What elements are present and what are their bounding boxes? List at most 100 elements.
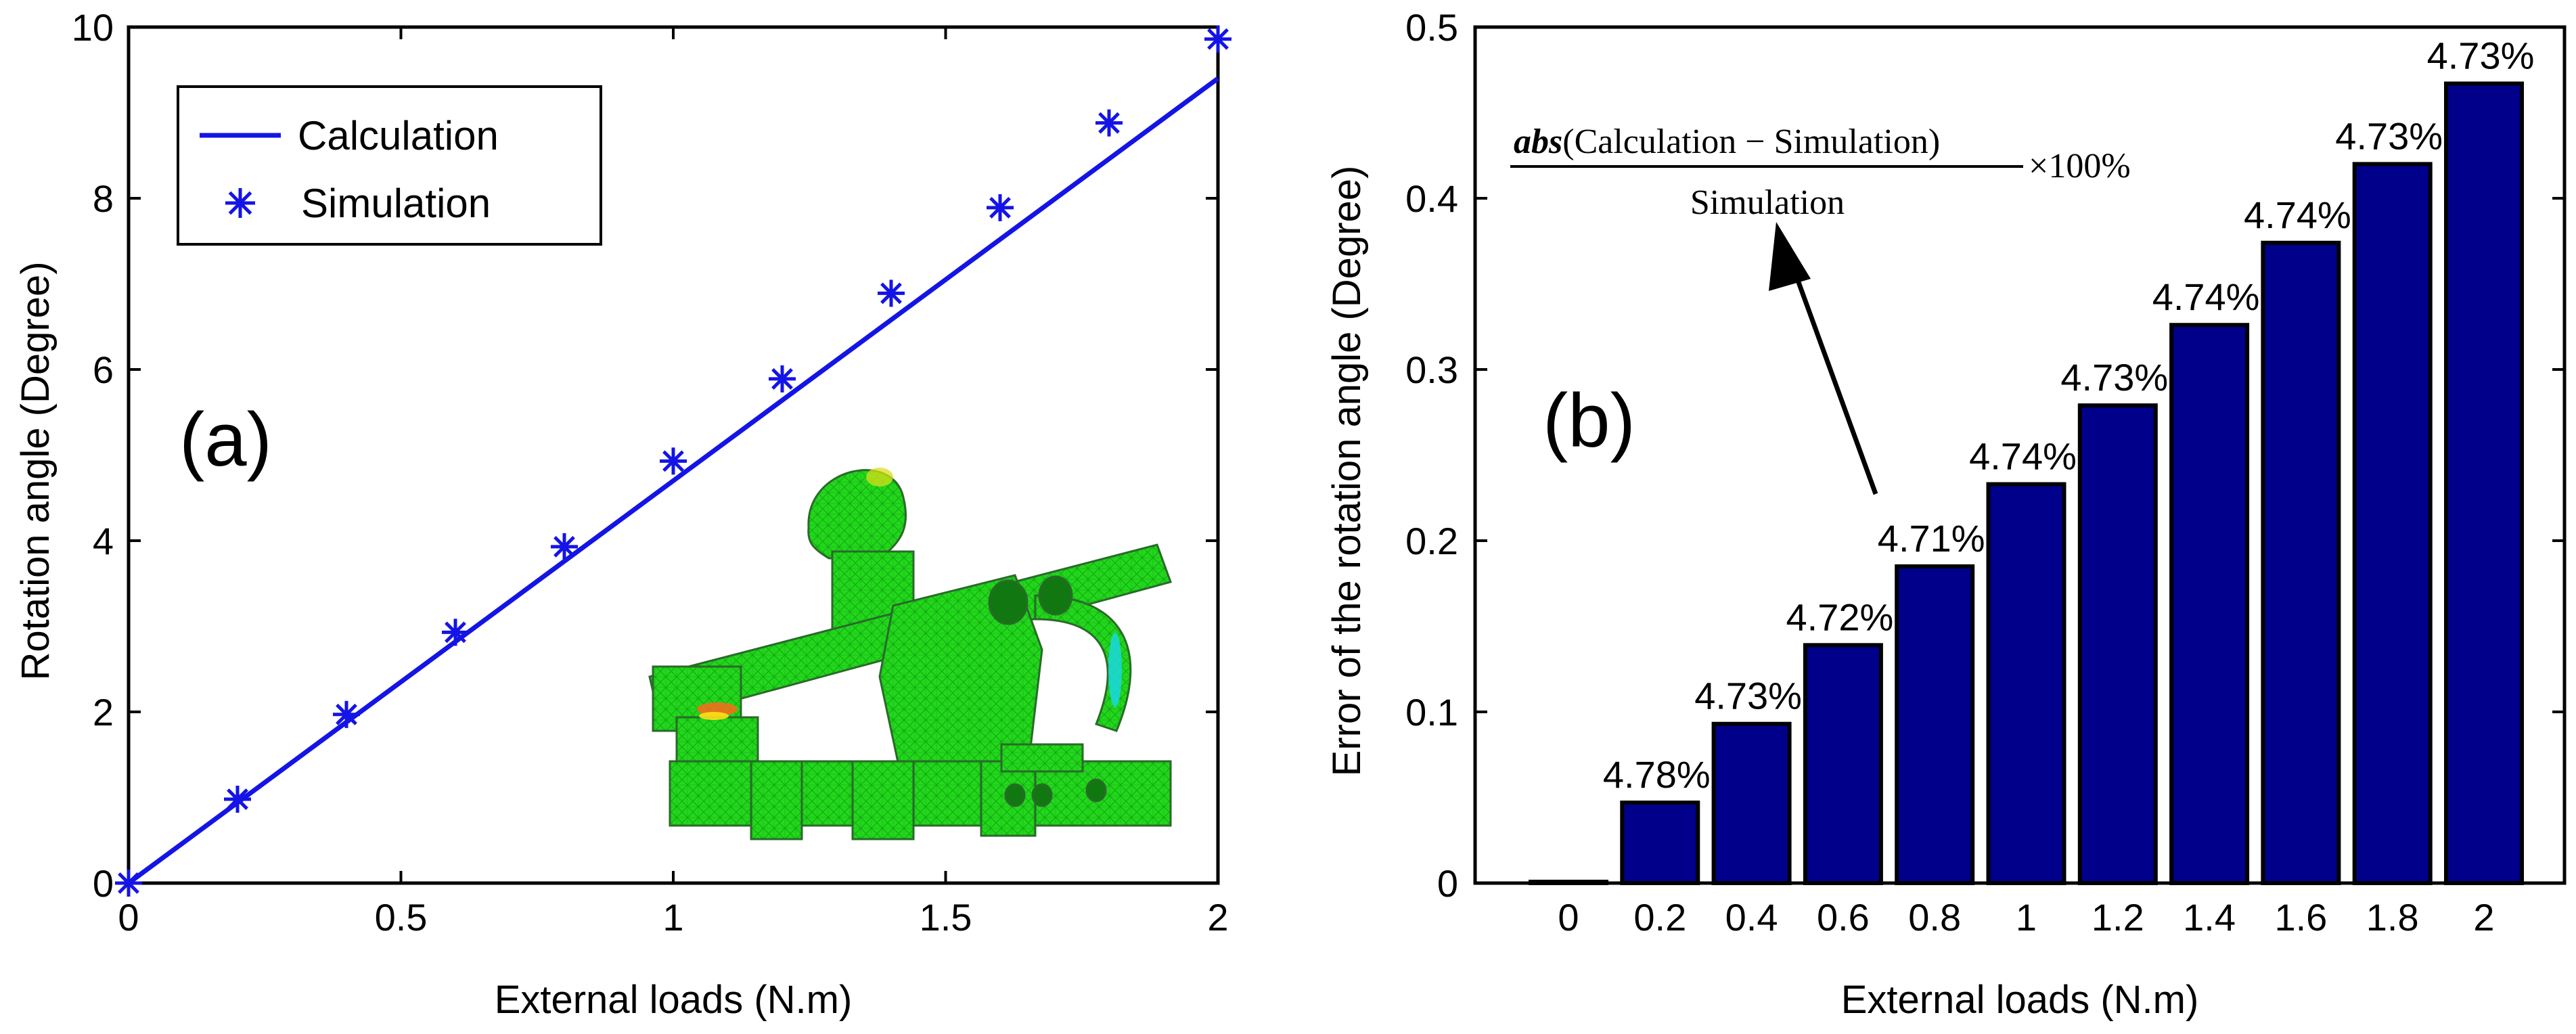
chart-b-x-tick-label: 2 [2473,896,2494,939]
formula-numerator-text: (Calculation − Simulation) [1562,122,1940,161]
chart-b-panel-label: (b) [1543,378,1635,463]
bar-data-label: 4.74% [1969,435,2077,478]
chart-b: Error of the rotation angle (Degree) Ext… [1325,6,2567,1022]
chart-a-y-axis-label: Rotation angle (Degree) [14,261,58,680]
chart-b-x-tick-label: 1.8 [2366,896,2419,939]
chart-a-legend: Calculation Simulation [177,85,602,246]
chart-b-x-tick-label: 1.6 [2274,896,2327,939]
chart-a: Rotation angle (Degree) External loads (… [14,6,1231,1022]
bar-data-label: 4.71% [1878,517,1985,560]
chart-b-y-tick-label: 0.1 [1405,691,1458,734]
legend-simulation-label: Simulation [301,181,491,226]
simulation-point [987,194,1014,221]
formula-arrow-line [1790,266,1878,495]
simulation-point [115,870,142,897]
chart-b-y-tick-label: 0.4 [1405,177,1458,220]
chart-b-y-tick-label: 0.3 [1405,349,1458,391]
chart-a-y-tick-label: 2 [93,691,114,734]
formula-denominator: Simulation [1690,183,1845,222]
simulation-point [442,619,469,646]
bar [2169,323,2250,886]
simulation-point-stroke [1098,112,1120,134]
chart-b-x-tick-label: 1.4 [2183,896,2236,939]
formula-suffix: ×100% [2029,147,2131,185]
chart-b-bars [1529,81,2524,886]
bar-data-label: 4.74% [2244,194,2351,236]
chart-b-x-tick-label: 0.4 [1725,896,1778,939]
simulation-point-stroke [771,368,793,390]
error-formula-annotation: abs(Calculation − Simulation) Simulation… [1510,122,2131,495]
chart-a-x-tick-label: 0.5 [375,896,428,939]
simulation-point [1204,25,1231,53]
simulation-point [769,365,796,392]
bar [1803,643,1883,886]
chart-b-tick-labels: 0 0.2 0.4 0.6 0.8 1 1.2 1.4 1.6 1.8 2 0 0.1 0.2 0.3 0.4… [1405,6,2494,939]
chart-b-y-tick-label: 0.2 [1405,520,1458,562]
bar [1986,482,2066,885]
simulation-point-stroke [553,535,575,558]
chart-a-plot-area [127,25,1220,885]
chart-b-x-axis-label: External loads (N.m) [1841,978,2199,1022]
bar [2352,162,2433,885]
formula-abs: abs [1514,122,1562,161]
chart-b-y-axis-label: Error of the rotation angle (Degree) [1325,166,1369,777]
bar-data-label: 4.73% [2335,114,2443,157]
bar-data-label: 4.73% [2427,34,2535,76]
simulation-point-stroke [445,621,466,644]
bar [1711,721,1792,885]
bar-data-label: 4.78% [1603,753,1711,796]
simulation-point [551,533,578,560]
chart-a-y-tick-label: 6 [93,349,114,391]
legend-simulation-marker [225,188,255,218]
simulation-point-stroke [227,788,248,810]
chart-a-y-tick-label: 8 [93,177,114,220]
chart-b-data-labels: 4.78% 4.73% 4.72% 4.71% 4.74% 4.73% 4.74% 4.74%… [1603,34,2534,796]
legend-calculation-label: Calculation [298,113,499,158]
chart-b-x-tick-label: 0 [1558,896,1579,939]
simulation-point [1095,109,1123,137]
formula-numerator: abs(Calculation − Simulation) [1514,122,1940,161]
simulation-point [333,700,360,728]
calculation-line [127,76,1220,885]
simulation-point-stroke [336,703,357,725]
bar-data-label: 4.74% [2152,275,2260,318]
bar-data-label: 4.73% [1694,675,1802,717]
bar [2261,240,2341,885]
simulation-point [878,279,905,307]
chart-a-series [115,25,1231,897]
chart-a-x-tick-label: 0 [118,896,139,939]
chart-b-x-tick-label: 0.8 [1908,896,1961,939]
chart-a-x-tick-label: 1.5 [920,896,972,939]
simulation-point [660,447,687,475]
chart-b-plot-area [1473,25,2567,885]
simulation-point-stroke [662,450,684,472]
fem-mesh-inset [648,468,1172,840]
bar [1620,801,1700,885]
simulation-point-stroke [880,282,902,305]
legend-simulation-star-stroke [228,191,252,215]
bar-data-label: 4.73% [2060,356,2168,399]
bar [1895,564,1975,885]
bar [2444,81,2524,886]
bar [2077,403,2158,885]
chart-a-y-tick-label: 10 [72,6,114,49]
chart-a-x-axis-label: External loads (N.m) [495,978,853,1022]
chart-b-x-tick-label: 0.2 [1633,896,1686,939]
chart-b-x-tick-label: 0.6 [1817,896,1870,939]
chart-b-y-tick-label: 0.5 [1405,6,1458,49]
chart-b-y-tick-label: 0 [1437,862,1458,905]
bar-data-label: 4.72% [1786,595,1894,638]
chart-a-y-tick-label: 4 [93,520,114,562]
chart-b-x-tick-label: 1 [2016,896,2037,939]
simulation-point-stroke [1207,28,1229,50]
chart-a-x-tick-label: 2 [1207,896,1228,939]
chart-a-tick-labels: 0 0.5 1 1.5 2 0 2 4 6 8 10 [72,6,1229,939]
formula-arrow-head [1769,222,1811,291]
simulation-point [224,786,251,813]
legend-simulation-star [225,188,255,218]
chart-a-y-tick-label: 0 [93,862,114,905]
chart-a-panel-label: (a) [179,397,272,482]
chart-b-x-tick-label: 1.2 [2092,896,2144,939]
chart-a-x-tick-label: 1 [662,896,683,939]
